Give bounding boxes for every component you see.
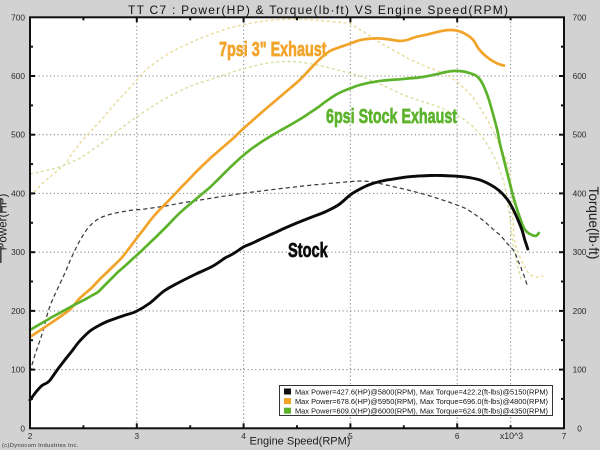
svg-text:600: 600 bbox=[11, 71, 25, 81]
svg-text:Stock: Stock bbox=[288, 239, 328, 262]
svg-text:300: 300 bbox=[573, 247, 587, 257]
svg-text:Max Power=678.6(HP)@5950(RPM),: Max Power=678.6(HP)@5950(RPM), Max Torqu… bbox=[295, 397, 548, 406]
svg-text:0: 0 bbox=[20, 423, 25, 433]
svg-text:0: 0 bbox=[577, 423, 582, 433]
svg-text:400: 400 bbox=[573, 188, 587, 198]
svg-text:7: 7 bbox=[562, 431, 567, 441]
svg-text:Engine Speed(RPM): Engine Speed(RPM) bbox=[250, 436, 351, 448]
svg-text:6psi Stock Exhaust: 6psi Stock Exhaust bbox=[326, 105, 457, 128]
svg-text:200: 200 bbox=[573, 306, 587, 316]
svg-text:(c)Dynocom Industries Inc.: (c)Dynocom Industries Inc. bbox=[2, 443, 79, 449]
svg-text:7psi 3" Exhaust: 7psi 3" Exhaust bbox=[219, 38, 327, 61]
svg-text:100: 100 bbox=[573, 365, 587, 375]
svg-text:TT C7 : Power(HP) & Torque(lb·: TT C7 : Power(HP) & Torque(lb·ft) VS Eng… bbox=[128, 3, 508, 17]
svg-text:Power(HP): Power(HP) bbox=[0, 194, 10, 251]
svg-text:3: 3 bbox=[134, 431, 139, 441]
svg-text:700: 700 bbox=[11, 12, 25, 22]
svg-text:x10^3: x10^3 bbox=[500, 431, 523, 441]
svg-text:200: 200 bbox=[11, 306, 25, 316]
svg-text:300: 300 bbox=[11, 247, 25, 257]
svg-text:Torque(lb·ft): Torque(lb·ft) bbox=[586, 187, 600, 260]
svg-text:500: 500 bbox=[573, 130, 587, 140]
svg-text:5: 5 bbox=[348, 431, 353, 441]
svg-text:Max Power=609.0(HP)@6000(RPM),: Max Power=609.0(HP)@6000(RPM), Max Torqu… bbox=[295, 407, 548, 416]
svg-text:2: 2 bbox=[28, 431, 33, 441]
svg-text:500: 500 bbox=[11, 130, 25, 140]
svg-text:600: 600 bbox=[573, 71, 587, 81]
svg-text:100: 100 bbox=[11, 365, 25, 375]
svg-text:6: 6 bbox=[455, 431, 460, 441]
svg-text:700: 700 bbox=[573, 12, 587, 22]
svg-text:400: 400 bbox=[11, 188, 25, 198]
svg-text:Max Power=427.6(HP)@5800(RPM),: Max Power=427.6(HP)@5800(RPM), Max Torqu… bbox=[295, 387, 548, 396]
svg-text:4: 4 bbox=[241, 431, 246, 441]
